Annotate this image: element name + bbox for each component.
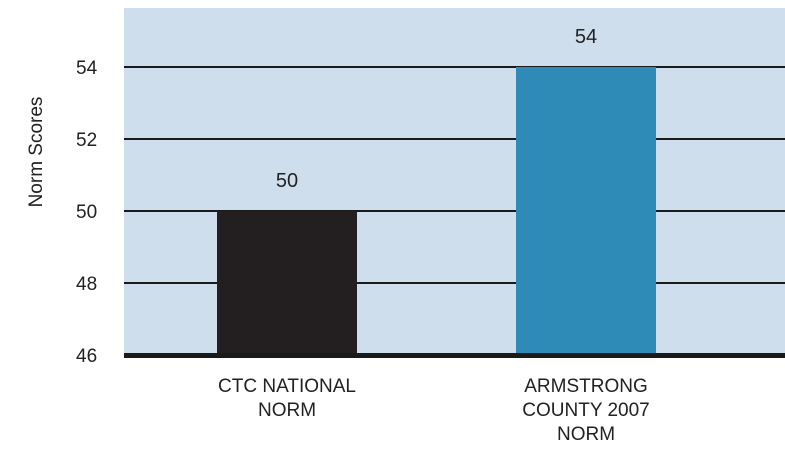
category-label-line: NORM — [557, 424, 615, 445]
y-tick-label: 46 — [76, 346, 97, 367]
bars — [217, 67, 656, 355]
category-label: CTC NATIONAL NORM — [218, 376, 356, 421]
category-label-line: CTC NATIONAL — [218, 376, 356, 397]
category-label-line: COUNTY 2007 — [522, 400, 649, 421]
y-tick-label: 50 — [76, 202, 97, 223]
bar-value-label: 54 — [575, 26, 597, 48]
bar — [516, 67, 656, 355]
bar-value-label: 50 — [276, 170, 298, 192]
category-label: ARMSTRONG COUNTY 2007 NORM — [522, 376, 649, 445]
bar — [217, 211, 357, 355]
y-tick-labels: 46 48 50 52 54 — [76, 58, 98, 367]
category-label-line: NORM — [258, 400, 316, 421]
y-tick-label: 48 — [76, 274, 97, 295]
y-tick-label: 52 — [76, 130, 97, 151]
baseline — [124, 353, 785, 358]
value-labels: 50 54 — [276, 26, 597, 192]
y-tick-label: 54 — [76, 58, 98, 79]
category-label-line: ARMSTRONG — [524, 376, 648, 397]
category-labels: CTC NATIONAL NORM ARMSTRONG COUNTY 2007 NORM — [218, 376, 650, 445]
y-axis-label: Norm Scores — [26, 97, 47, 208]
x-axis-baseline — [124, 353, 785, 358]
